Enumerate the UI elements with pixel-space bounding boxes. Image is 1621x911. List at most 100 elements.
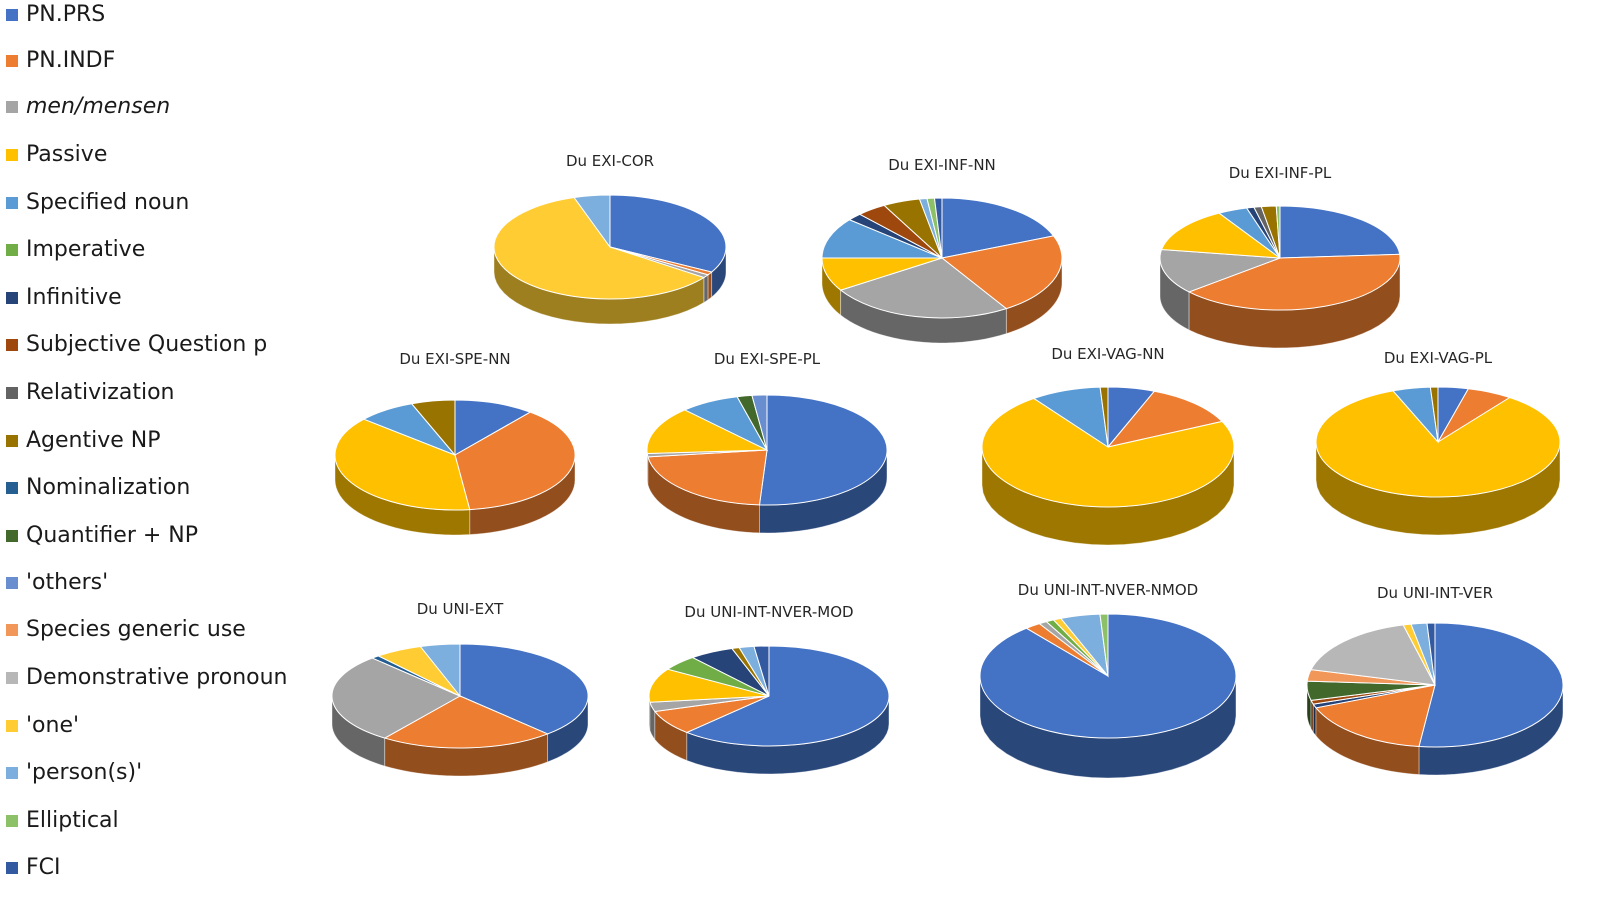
pie-title: Du EXI-COR xyxy=(566,152,654,170)
legend-swatch xyxy=(6,720,18,732)
legend-swatch xyxy=(6,244,18,256)
pie-chart: Du UNI-INT-VER xyxy=(1306,584,1564,776)
legend-label: Relativization xyxy=(26,380,175,405)
pie-title: Du EXI-VAG-PL xyxy=(1384,349,1493,367)
pie-slice xyxy=(383,695,549,749)
pie-slice xyxy=(1106,390,1224,448)
legend-swatch xyxy=(6,672,18,684)
pie-slice xyxy=(941,197,1055,259)
legend-swatch xyxy=(6,197,18,209)
legend-label: Agentive NP xyxy=(26,428,161,453)
pie-slice xyxy=(454,411,576,511)
pie-slice xyxy=(758,394,888,506)
legend-swatch xyxy=(6,482,18,494)
pie-slice xyxy=(419,643,461,698)
legend-label: Elliptical xyxy=(26,808,119,833)
legend-label: Nominalization xyxy=(26,475,191,500)
legend-label: Subjective Question p xyxy=(26,332,268,357)
legend-label: Specified noun xyxy=(26,190,190,215)
pie-title: Du EXI-VAG-NN xyxy=(1051,345,1164,363)
pie-side xyxy=(703,274,709,304)
legend-label: Passive xyxy=(26,142,108,167)
legend-item: Quantifier + NP xyxy=(6,521,198,551)
pie-slice xyxy=(1159,248,1281,293)
legend-label: PN.PRS xyxy=(26,2,106,27)
legend-item: FCI xyxy=(6,853,61,883)
pie-slice xyxy=(821,219,943,259)
pie-chart: Du UNI-EXT xyxy=(331,600,589,777)
pie-title: Du UNI-INT-NVER-MOD xyxy=(684,603,853,621)
legend-item: 'person(s)' xyxy=(6,758,142,788)
pie-slice xyxy=(839,257,1008,319)
legend-label: 'others' xyxy=(26,570,109,595)
pie-chart: Du EXI-VAG-PL xyxy=(1315,349,1561,536)
legend-item: Passive xyxy=(6,140,107,170)
legend-item: Infinitive xyxy=(6,283,122,313)
legend-swatch xyxy=(6,101,18,113)
legend-label: FCI xyxy=(26,855,61,880)
legend-swatch xyxy=(6,387,18,399)
pie-slice xyxy=(646,409,768,454)
legend-swatch xyxy=(6,149,18,161)
pie-slice xyxy=(685,645,890,747)
pie-chart: Du EXI-INF-NN xyxy=(821,156,1063,344)
pie-slice xyxy=(1099,613,1109,677)
legend-item: Agentive NP xyxy=(6,426,161,456)
pie-slice xyxy=(1315,684,1436,748)
pie-slice xyxy=(493,197,706,300)
chart-legend: PN.PRS PN.INDF men/mensen Passive Specified … xyxy=(0,0,330,911)
legend-item: men/mensen xyxy=(6,92,170,122)
pie-slice xyxy=(331,657,462,739)
pie-slice xyxy=(753,645,770,697)
pie-slice xyxy=(1187,253,1401,311)
pie-side xyxy=(1312,702,1317,737)
pie-chart: Du EXI-INF-PL xyxy=(1159,164,1401,349)
legend-swatch xyxy=(6,577,18,589)
pie-title: Du UNI-INT-NVER-NMOD xyxy=(1018,581,1198,599)
pie-slice xyxy=(410,399,456,457)
pie-slice xyxy=(1315,390,1561,498)
pie-slice xyxy=(1160,212,1282,259)
legend-swatch xyxy=(6,862,18,874)
legend-item: Relativization xyxy=(6,378,174,408)
pie-slice xyxy=(1099,386,1109,448)
pie-slice xyxy=(459,643,589,735)
pie-slice xyxy=(1279,205,1401,259)
pie-chart: Du EXI-SPE-PL xyxy=(646,350,888,534)
pie-title: Du EXI-SPE-PL xyxy=(714,350,821,368)
legend-label: Infinitive xyxy=(26,285,122,310)
legend-swatch xyxy=(6,767,18,779)
pie-side xyxy=(707,271,713,301)
pie-slice xyxy=(751,394,768,451)
legend-item: 'one' xyxy=(6,711,79,741)
legend-item: PN.INDF xyxy=(6,46,115,76)
pie-slice xyxy=(1426,622,1436,686)
legend-label: 'one' xyxy=(26,713,80,738)
pie-slice xyxy=(933,197,943,259)
legend-label: Quantifier + NP xyxy=(26,523,199,548)
legend-swatch xyxy=(6,815,18,827)
legend-swatch xyxy=(6,292,18,304)
pie-chart: Du UNI-INT-NVER-NMOD xyxy=(979,581,1237,779)
legend-swatch xyxy=(6,624,18,636)
legend-item: Elliptical xyxy=(6,806,119,836)
pie-chart: Du EXI-SPE-NN xyxy=(334,350,576,536)
legend-label: Species generic use xyxy=(26,617,246,642)
pie-slice xyxy=(609,194,727,273)
pie-title: Du UNI-EXT xyxy=(417,600,504,618)
pie-chart: Du EXI-VAG-NN xyxy=(981,345,1235,546)
legend-label: Demonstrative pronoun xyxy=(26,665,288,690)
pie-slice xyxy=(1418,622,1564,748)
legend-item: Species generic use xyxy=(6,615,246,645)
legend-item: Nominalization xyxy=(6,473,190,503)
legend-item: Subjective Question p xyxy=(6,330,267,360)
pie-slice xyxy=(1275,205,1281,259)
pie-slice xyxy=(454,399,532,456)
pie-slice xyxy=(1310,624,1436,686)
pie-slice xyxy=(940,235,1063,310)
legend-swatch xyxy=(6,435,18,447)
pie-slice xyxy=(573,194,611,249)
pie-slice xyxy=(334,418,471,511)
legend-swatch xyxy=(6,339,18,351)
